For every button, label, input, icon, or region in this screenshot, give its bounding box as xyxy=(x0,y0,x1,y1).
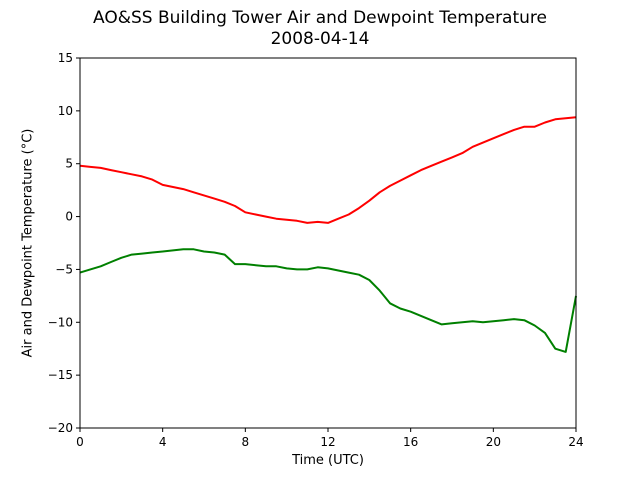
x-tick-label: 12 xyxy=(320,435,335,449)
y-tick-label: 15 xyxy=(58,51,73,65)
y-tick-label: 10 xyxy=(58,104,73,118)
series-layer xyxy=(79,116,577,353)
ticks-layer: 0 4 8 12 16 20 24 −20 −15 −10 −5 0 5 10 15 xyxy=(48,51,584,449)
y-tick-label: 0 xyxy=(65,210,73,224)
y-tick-label: −15 xyxy=(48,368,73,382)
x-tick-label: 24 xyxy=(568,435,583,449)
chart-subtitle: 2008-04-14 xyxy=(270,29,370,49)
plot-frame xyxy=(79,57,577,429)
y-tick-label: −20 xyxy=(48,421,73,435)
x-tick-label: 0 xyxy=(76,435,84,449)
x-tick-label: 8 xyxy=(242,435,250,449)
x-axis-label: Time (UTC) xyxy=(292,453,364,468)
x-tick-label: 20 xyxy=(486,435,501,449)
y-tick-label: −5 xyxy=(55,262,73,276)
dewpoint-temperature-line xyxy=(79,248,577,353)
x-tick-label: 4 xyxy=(159,435,167,449)
y-tick-label: 5 xyxy=(65,157,73,171)
air-temperature-line xyxy=(79,116,577,224)
chart-title: AO&SS Building Tower Air and Dewpoint Te… xyxy=(92,8,547,28)
x-tick-label: 16 xyxy=(403,435,418,449)
y-tick-label: −10 xyxy=(48,315,73,329)
